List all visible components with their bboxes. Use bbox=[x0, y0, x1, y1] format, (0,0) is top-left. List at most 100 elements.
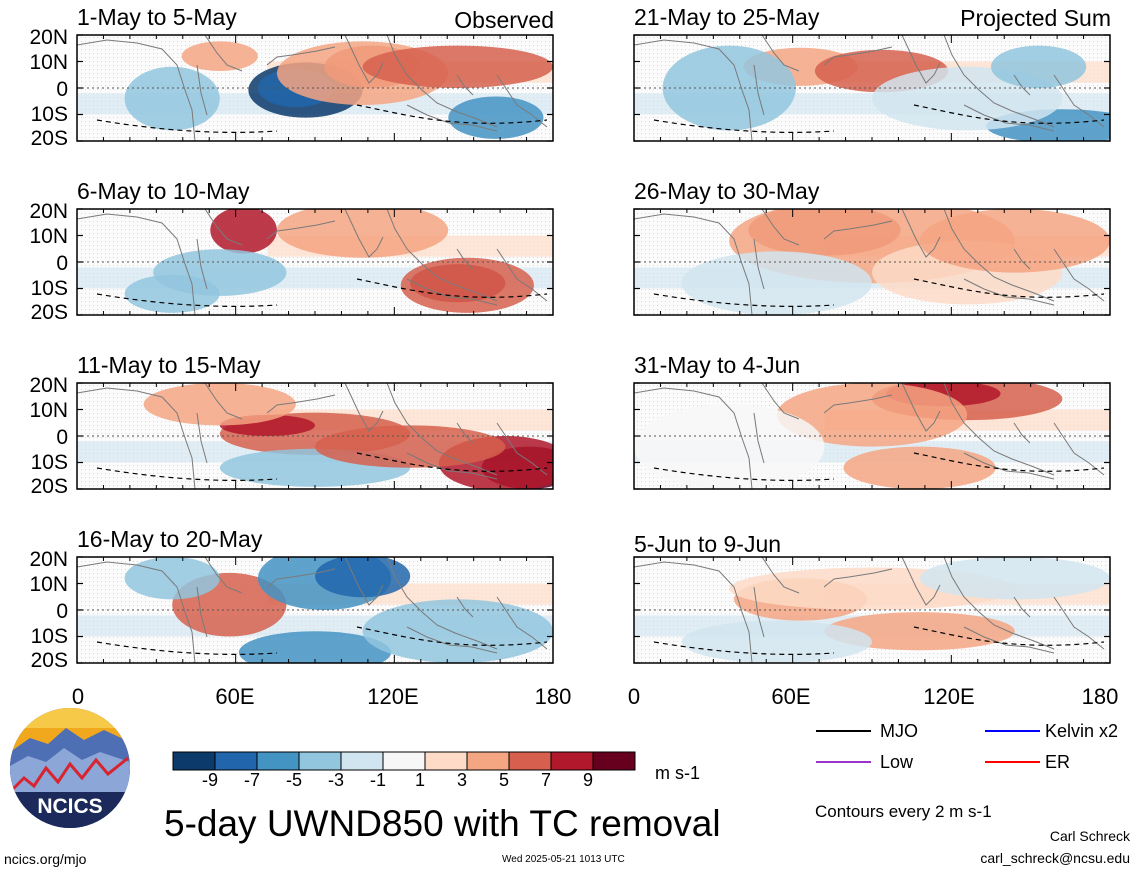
site-link[interactable]: ncics.org/mjo bbox=[4, 851, 87, 867]
colorbar-swatch bbox=[550, 751, 594, 771]
coastline bbox=[77, 387, 196, 489]
colorbar-tick: 5 bbox=[498, 770, 509, 790]
lat-label: 10S bbox=[30, 277, 68, 300]
contour-line bbox=[96, 119, 278, 133]
coastline bbox=[196, 586, 208, 638]
map-panel bbox=[633, 382, 1111, 490]
coastline bbox=[406, 104, 498, 132]
coastline bbox=[344, 557, 384, 606]
anomaly-patch bbox=[824, 612, 1015, 651]
lat-label: 20N bbox=[29, 548, 68, 571]
coastline bbox=[761, 383, 800, 420]
author-email[interactable]: carl_schreck@ncsu.edu bbox=[980, 850, 1130, 866]
lat-label: 0 bbox=[56, 78, 68, 101]
anomaly-field bbox=[77, 383, 553, 489]
anomaly-patch bbox=[681, 620, 872, 663]
anomaly-patch bbox=[315, 425, 506, 468]
coastline bbox=[1053, 596, 1105, 650]
coastline bbox=[943, 35, 1055, 128]
contour-line bbox=[356, 452, 548, 472]
author-name: Carl Schreck bbox=[1049, 828, 1130, 844]
lat-label: 10N bbox=[29, 225, 68, 248]
legend bbox=[816, 730, 1040, 763]
colorbar-swatch bbox=[382, 751, 426, 771]
coastline bbox=[634, 39, 753, 141]
lon-label: 180 bbox=[1081, 684, 1119, 709]
colorbar-tick: 1 bbox=[414, 770, 425, 790]
anomaly-patch bbox=[991, 45, 1087, 88]
coastline bbox=[823, 394, 893, 414]
lat-label: 10S bbox=[30, 451, 68, 474]
lon-label: 180 bbox=[534, 684, 572, 709]
legend-label-er: ER bbox=[1045, 752, 1071, 772]
lat-label: 10S bbox=[30, 103, 68, 126]
anomaly-patch bbox=[400, 257, 534, 313]
anomaly-patch bbox=[124, 557, 220, 600]
colorbar bbox=[172, 751, 636, 771]
colorbar-tick: 3 bbox=[456, 770, 467, 790]
coastline bbox=[386, 35, 498, 128]
coastline bbox=[943, 383, 1055, 476]
colorbar-tick: -3 bbox=[327, 770, 344, 790]
coastline bbox=[943, 557, 1055, 650]
coastline bbox=[344, 35, 384, 84]
coastline bbox=[386, 383, 498, 476]
contour-line bbox=[356, 278, 548, 298]
coastline bbox=[406, 278, 498, 306]
anomaly-field bbox=[77, 35, 553, 141]
coastline bbox=[386, 209, 498, 302]
anomaly-patch bbox=[843, 446, 996, 489]
coastline bbox=[204, 557, 243, 594]
colorbar-swatch bbox=[424, 751, 468, 771]
anomaly-patch bbox=[238, 631, 392, 663]
ncics-logo: NCICS bbox=[10, 708, 130, 828]
anomaly-field bbox=[634, 557, 1110, 663]
panel-title: 5-Jun to 9-Jun bbox=[634, 531, 782, 557]
logo-text: NCICS bbox=[37, 795, 102, 818]
lat-label: 20N bbox=[29, 374, 68, 397]
colorbar-tick: -9 bbox=[201, 770, 218, 790]
coastline bbox=[456, 596, 474, 618]
coastline bbox=[77, 561, 196, 663]
coastline bbox=[901, 35, 941, 84]
lat-label: 20S bbox=[30, 475, 68, 498]
colorbar-swatch bbox=[172, 751, 216, 771]
lat-label: 20N bbox=[29, 26, 68, 49]
lat-label: 20S bbox=[30, 127, 68, 150]
anomaly-patch bbox=[448, 96, 544, 139]
anomaly-field bbox=[634, 35, 1110, 141]
panel-title: 6-May to 10-May bbox=[77, 178, 250, 204]
coastline bbox=[1053, 422, 1105, 476]
legend-label-kelvin: Kelvin x2 bbox=[1045, 721, 1119, 741]
coastline bbox=[386, 557, 498, 650]
anomaly-field bbox=[77, 209, 553, 315]
lon-label: 0 bbox=[627, 684, 641, 709]
colorbar-swatch bbox=[592, 751, 636, 771]
lat-label: 20S bbox=[30, 301, 68, 324]
contour-line bbox=[913, 452, 1105, 472]
anomaly-patch bbox=[776, 383, 968, 447]
panel-title: 31-May to 4-Jun bbox=[634, 352, 801, 378]
coastline bbox=[963, 104, 1055, 132]
coastline bbox=[753, 64, 765, 116]
contour-line bbox=[653, 641, 835, 655]
anomaly-field bbox=[77, 557, 553, 663]
anomaly-patch bbox=[681, 251, 872, 315]
map-panel bbox=[633, 556, 1111, 664]
anomaly-patch bbox=[634, 404, 825, 489]
anomaly-patch bbox=[919, 557, 1110, 600]
coastline bbox=[196, 238, 208, 290]
legend-label-low: Low bbox=[880, 752, 914, 772]
figure-title: 5-day UWND850 with TC removal bbox=[164, 803, 721, 844]
contour-line bbox=[913, 278, 1105, 298]
lat-label: 0 bbox=[56, 600, 68, 623]
contour-line bbox=[913, 104, 1105, 124]
coastline bbox=[266, 394, 336, 414]
anomaly-patch bbox=[124, 66, 220, 131]
projected-label: Projected Sum bbox=[960, 5, 1111, 31]
coastline bbox=[456, 74, 474, 96]
coastline bbox=[963, 278, 1055, 306]
lat-label: 10N bbox=[29, 573, 68, 596]
contour-line bbox=[356, 104, 548, 124]
